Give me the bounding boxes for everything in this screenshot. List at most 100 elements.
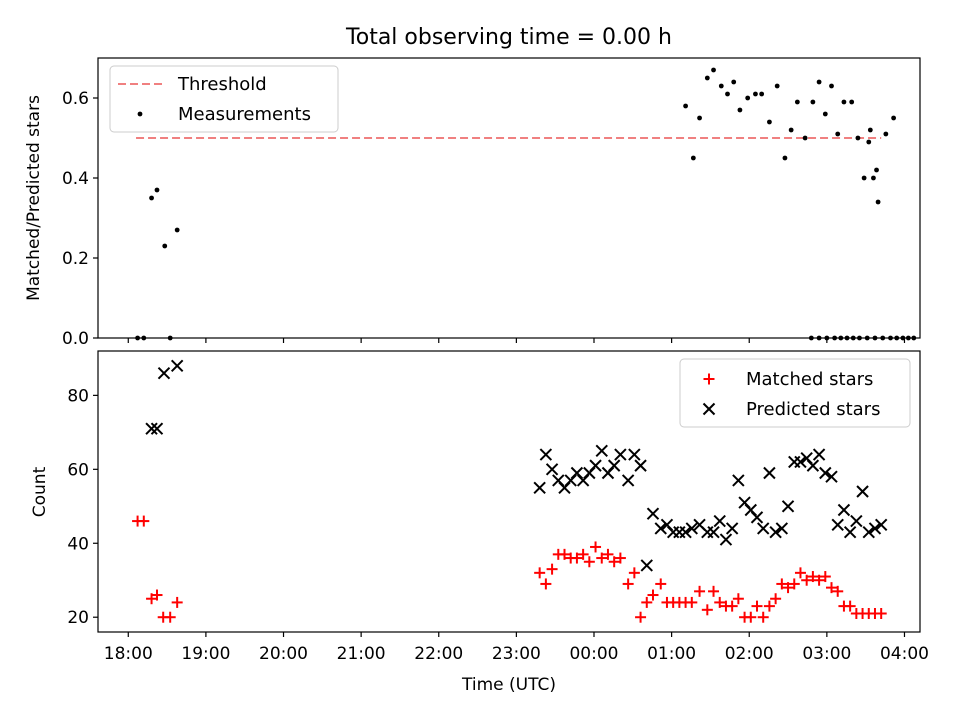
- legend-matched-marker: [703, 373, 715, 385]
- bottom-x-axis-label: Time (UTC): [461, 675, 556, 695]
- matched-star-point: [647, 589, 659, 601]
- predicted-star-point: [825, 470, 838, 483]
- predicted-star-point-b: [693, 518, 706, 531]
- measurement-point: [154, 187, 160, 193]
- predicted-star-point-b: [679, 525, 692, 539]
- predicted-star-point-b: [607, 459, 621, 472]
- measurement-point: [753, 91, 758, 97]
- bottom-x-tick-label: 01:00: [647, 644, 696, 664]
- predicted-star-point-b: [570, 466, 584, 480]
- predicted-star-point-b: [874, 518, 888, 531]
- bottom-x-tick-label: 04:00: [880, 644, 929, 664]
- matched-star-point: [875, 608, 887, 620]
- matched-star-point: [590, 541, 602, 553]
- bottom-x-axis-ticks: 18:00 19:00 20:00 21:00 22:00 23:00 00:00 01:00…: [104, 632, 929, 664]
- top-y-tick-label: 0.2: [62, 249, 89, 269]
- matched-star-point: [745, 611, 757, 623]
- bottom-x-tick-label: 19:00: [181, 644, 230, 664]
- legend-predicted-label: Predicted stars: [746, 399, 880, 420]
- predicted-star-point: [654, 522, 667, 535]
- matched-star-point: [726, 600, 738, 612]
- matched-star-point: [770, 593, 782, 605]
- predicted-star-point: [794, 455, 807, 469]
- measurement-point: [704, 75, 710, 81]
- measurement-point: [731, 79, 737, 85]
- measurement-point: [697, 115, 702, 121]
- matched-star-point: [788, 578, 800, 590]
- predicted-star-point: [679, 525, 692, 539]
- predicted-star-point: [589, 459, 602, 472]
- predicted-star-point-b: [837, 503, 851, 517]
- predicted-star-point-b: [589, 459, 602, 472]
- predicted-star-point: [819, 466, 832, 480]
- bottom-x-tick-label: 02:00: [725, 644, 774, 664]
- predicted-star-point: [607, 459, 621, 472]
- predicted-star-point: [732, 474, 745, 487]
- measurement-point: [162, 243, 168, 249]
- legend-predicted-swatch: [702, 402, 716, 416]
- matched-star-point: [571, 552, 583, 564]
- measurement-point: [822, 111, 828, 117]
- predicted-star-point: [874, 518, 888, 531]
- matched-star-point: [540, 578, 552, 590]
- matched-star-point: [655, 578, 667, 590]
- matched-star-point: [757, 611, 769, 623]
- matched-star-point: [794, 567, 806, 579]
- bottom-legend: Matched stars Predicted stars: [679, 358, 911, 428]
- legend-threshold-label: Threshold: [177, 74, 267, 95]
- predicted-star-point: [595, 444, 608, 458]
- predicted-star-point: [725, 522, 739, 535]
- matched-star-point: [583, 556, 595, 568]
- predicted-star-point-b: [732, 474, 745, 487]
- bottom-y-tick-label: 40: [67, 534, 89, 554]
- predicted-star-point: [713, 514, 726, 528]
- predicted-star-point: [621, 474, 635, 487]
- predicted-star-point: [628, 448, 641, 461]
- matched-star-point: [577, 548, 589, 560]
- matched-star-point: [151, 589, 163, 601]
- predicted-star-point-b: [640, 559, 653, 572]
- legend-predicted-marker: [702, 402, 716, 416]
- predicted-star-point: [539, 448, 553, 461]
- predicted-star-point-b: [628, 448, 641, 461]
- predicted-star-point-b: [800, 452, 813, 465]
- measurement-point: [718, 83, 724, 89]
- predicted-star-point: [614, 448, 627, 461]
- bottom-legend-box: [679, 358, 911, 428]
- measurement-point: [690, 155, 696, 161]
- bottom-x-tick-label: 03:00: [802, 644, 851, 664]
- predicted-star-point-b: [634, 459, 647, 472]
- predicted-star-point-b: [157, 366, 171, 380]
- matched-star-point: [832, 585, 844, 597]
- predicted-star-point: [707, 525, 720, 539]
- bottom-y-tick-label: 20: [67, 608, 89, 628]
- matched-star-point: [801, 574, 813, 586]
- predicted-star-point-b: [812, 448, 826, 461]
- measurement-point: [871, 175, 876, 181]
- matched-star-point: [614, 552, 626, 564]
- measurement-point: [174, 227, 180, 233]
- predicted-star-point: [837, 503, 851, 517]
- bottom-x-tick-label: 22:00: [414, 644, 463, 664]
- measurement-point: [861, 175, 867, 181]
- predicted-star-point: [533, 481, 546, 495]
- top-legend-box: [109, 65, 339, 133]
- predicted-star-point: [545, 463, 559, 476]
- top-panel: 0.0 0.2 0.4 0.6 Matched/Predicted stars Thr…: [24, 57, 921, 349]
- measurement-point: [810, 99, 816, 105]
- matched-star-point: [596, 552, 608, 564]
- predicted-star-point: [750, 511, 764, 524]
- top-axes-frame: [97, 57, 921, 339]
- measurement-point: [841, 99, 847, 105]
- predicted-star-point-b: [595, 444, 608, 458]
- predicted-star-point: [769, 525, 782, 539]
- predicted-star-point-b: [819, 466, 832, 480]
- measurement-point: [849, 99, 855, 105]
- top-y-tick-label: 0.6: [62, 89, 89, 109]
- predicted-star-point-b: [646, 507, 660, 520]
- matched-star-point: [546, 563, 558, 575]
- matched-star-point: [628, 567, 640, 579]
- predicted-star-point-b: [850, 514, 863, 528]
- predicted-star-point-b: [539, 448, 553, 461]
- predicted-star-point: [812, 448, 826, 461]
